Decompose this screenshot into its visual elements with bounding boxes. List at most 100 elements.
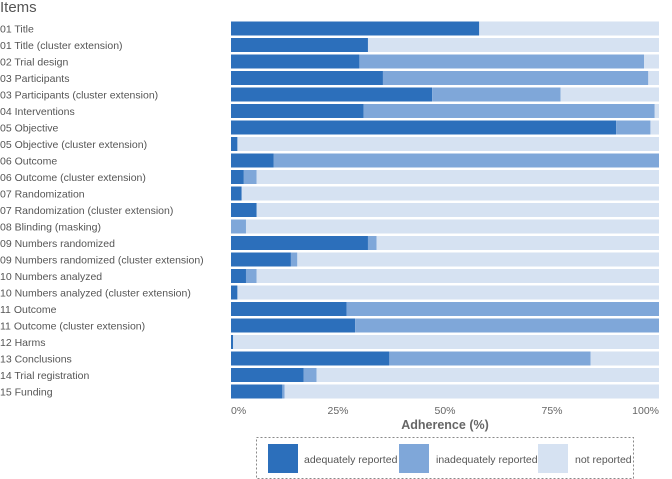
bar-segment-inadequately-reported xyxy=(355,318,659,333)
bar-segment-adequately-reported xyxy=(231,153,274,168)
bars-group xyxy=(231,21,660,399)
category-label: 10 Numbers analyzed (cluster extension) xyxy=(0,288,191,300)
bar-segment-not-reported xyxy=(256,170,659,184)
category-label: 03 Participants (cluster extension) xyxy=(0,90,158,102)
category-label: 09 Numbers randomized (cluster extension… xyxy=(0,255,204,267)
bar-segment-inadequately-reported xyxy=(243,170,257,184)
category-label: 13 Conclusions xyxy=(0,354,72,366)
bar-segment-adequately-reported xyxy=(231,335,234,349)
bar-segment-not-reported xyxy=(316,368,659,382)
bar-segment-not-reported xyxy=(654,104,659,118)
legend-swatch-adequately-reported xyxy=(268,444,298,473)
chart-title: Items xyxy=(0,0,37,16)
bar-segment-inadequately-reported xyxy=(273,153,659,168)
category-label: 12 Harms xyxy=(0,337,46,349)
bar-segment-inadequately-reported xyxy=(282,384,285,399)
bar-segment-not-reported xyxy=(256,203,659,217)
x-tick-label: 25% xyxy=(327,405,348,417)
legend-frame xyxy=(256,437,634,479)
category-label: 06 Outcome (cluster extension) xyxy=(0,172,146,184)
bar-segment-inadequately-reported xyxy=(367,236,377,250)
category-label: 07 Randomization (cluster extension) xyxy=(0,205,173,217)
x-tick-label: 100% xyxy=(632,405,659,417)
bar-segment-adequately-reported xyxy=(231,71,383,85)
bar-segment-adequately-reported xyxy=(231,21,480,36)
x-axis-label: Adherence (%) xyxy=(401,418,489,432)
bar-segment-not-reported xyxy=(297,252,659,267)
x-tick-label: 75% xyxy=(541,405,562,417)
category-labels: 01 Title 01 Title (cluster extension) 02 T… xyxy=(0,24,204,399)
bar-segment-adequately-reported xyxy=(231,236,368,250)
bar-segment-adequately-reported xyxy=(231,38,368,52)
bar-segment-inadequately-reported xyxy=(245,269,257,283)
category-label: 08 Blinding (masking) xyxy=(0,222,101,234)
bar-segment-adequately-reported xyxy=(231,384,283,399)
x-tick-label: 0% xyxy=(231,405,246,417)
legend: adequately reported inadequately reported… xyxy=(256,437,634,479)
bar-segment-not-reported xyxy=(648,71,659,85)
bar-segment-not-reported xyxy=(644,54,659,69)
bar-segment-inadequately-reported xyxy=(303,368,317,382)
category-label: 05 Objective xyxy=(0,123,59,135)
bar-segment-adequately-reported xyxy=(231,186,242,201)
bar-segment-adequately-reported xyxy=(231,120,617,135)
bar-segment-adequately-reported xyxy=(231,54,360,69)
bar-segment-adequately-reported xyxy=(231,285,238,300)
category-label: 14 Trial registration xyxy=(0,370,89,382)
bar-segment-not-reported xyxy=(479,21,659,36)
category-label: 09 Numbers randomized xyxy=(0,238,115,250)
legend-swatch-not-reported xyxy=(538,444,568,473)
bar-segment-adequately-reported xyxy=(231,269,246,283)
bar-segment-inadequately-reported xyxy=(432,87,561,102)
legend-label: inadequately reported xyxy=(436,454,538,466)
bar-segment-not-reported xyxy=(237,285,660,300)
bar-segment-not-reported xyxy=(367,38,659,52)
bar-segment-not-reported xyxy=(560,87,659,102)
category-label: 11 Outcome (cluster extension) xyxy=(0,321,145,333)
bar-segment-inadequately-reported xyxy=(231,219,246,234)
bar-segment-inadequately-reported xyxy=(359,54,645,69)
category-label: 15 Funding xyxy=(0,387,53,399)
bar-segment-adequately-reported xyxy=(231,203,257,217)
category-label: 04 Interventions xyxy=(0,106,75,118)
bar-segment-adequately-reported xyxy=(231,368,304,382)
legend-swatch-inadequately-reported xyxy=(399,444,429,473)
bar-segment-not-reported xyxy=(376,236,659,250)
category-label: 03 Participants xyxy=(0,73,69,85)
bar-segment-inadequately-reported xyxy=(346,302,659,316)
bar-segment-adequately-reported xyxy=(231,302,347,316)
bar-segment-not-reported xyxy=(245,219,660,234)
bar-segment-inadequately-reported xyxy=(389,351,591,366)
category-label: 01 Title xyxy=(0,24,34,36)
category-label: 07 Randomization xyxy=(0,189,85,201)
category-label: 11 Outcome xyxy=(0,304,57,316)
bar-segment-not-reported xyxy=(241,186,659,201)
category-label: 05 Objective (cluster extension) xyxy=(0,139,147,151)
bar-segment-not-reported xyxy=(284,384,659,399)
legend-label: not reported xyxy=(575,454,632,466)
bar-segment-not-reported xyxy=(233,335,659,349)
x-axis-ticks: 0% 25% 50% 75% 100% xyxy=(231,405,659,417)
bar-segment-not-reported xyxy=(590,351,659,366)
bar-segment-not-reported xyxy=(650,120,659,135)
bar-segment-adequately-reported xyxy=(231,318,356,333)
category-label: 06 Outcome xyxy=(0,156,57,168)
bar-segment-inadequately-reported xyxy=(290,252,298,267)
category-label: 01 Title (cluster extension) xyxy=(0,40,123,52)
bar-segment-inadequately-reported xyxy=(382,71,649,85)
bar-segment-adequately-reported xyxy=(231,170,244,184)
bar-segment-adequately-reported xyxy=(231,137,238,151)
bar-segment-not-reported xyxy=(256,269,659,283)
category-label: 10 Numbers analyzed xyxy=(0,271,102,283)
bar-segment-adequately-reported xyxy=(231,104,364,118)
bar-segment-adequately-reported xyxy=(231,252,291,267)
category-label: 02 Trial design xyxy=(0,57,68,69)
bar-segment-inadequately-reported xyxy=(363,104,655,118)
bar-segment-adequately-reported xyxy=(231,87,433,102)
bar-segment-adequately-reported xyxy=(231,351,390,366)
bar-segment-inadequately-reported xyxy=(616,120,651,135)
legend-label: adequately reported xyxy=(304,454,398,466)
x-tick-label: 50% xyxy=(434,405,455,417)
bar-segment-not-reported xyxy=(237,137,660,151)
